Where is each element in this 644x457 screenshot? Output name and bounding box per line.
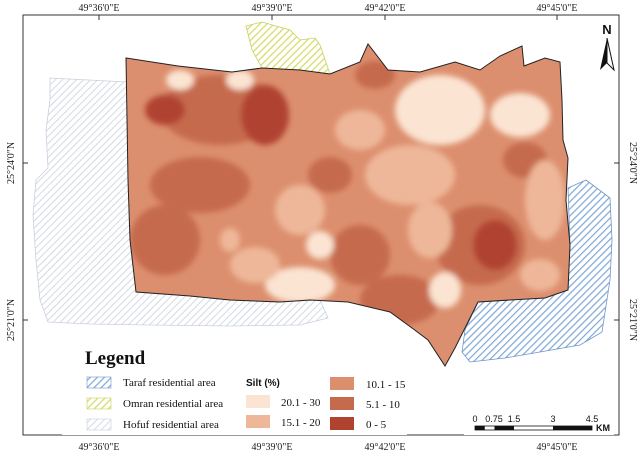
silt-class-swatch [330, 397, 354, 410]
taraf-legend-label: Taraf residential area [123, 377, 216, 389]
legend-title: Legend [85, 348, 146, 369]
silt-legend-title: Silt (%) [246, 378, 280, 389]
scale-tick-label: 0.75 [485, 414, 503, 424]
hofuf-legend-label: Hofuf residential area [123, 419, 219, 431]
north-label: N [602, 22, 611, 37]
right-lat-label: 25°21'0"N [627, 299, 638, 341]
scale-tick-label: 3 [550, 414, 555, 424]
top-lon-label: 49°42'0"E [365, 3, 406, 14]
bottom-lon-label: 49°36'0"E [79, 442, 120, 453]
silt-class-label: 0 - 5 [366, 419, 387, 431]
right-lat-label: 25°24'0"N [627, 142, 638, 184]
silt-class-swatch [246, 395, 270, 408]
silt-class-label: 20.1 - 30 [281, 397, 321, 409]
top-lon-label: 49°45'0"E [537, 3, 578, 14]
top-lon-label: 49°36'0"E [79, 3, 120, 14]
bottom-lon-label: 49°42'0"E [365, 442, 406, 453]
silt-class-swatch [246, 415, 270, 428]
silt-class-swatch [330, 377, 354, 390]
silt-class-label: 10.1 - 15 [366, 379, 406, 391]
scale-tick-label: 0 [472, 414, 477, 424]
taraf-legend-swatch [86, 376, 112, 389]
scale-unit: KM [596, 423, 610, 433]
left-lat-label: 25°24'0"N [6, 142, 17, 184]
legend: Legend Taraf residential area Omran resi… [62, 340, 407, 435]
omran-legend-swatch [86, 397, 112, 410]
omran-legend-label: Omran residential area [123, 398, 223, 410]
omran-residential-area [245, 21, 331, 75]
study-area-boundary [125, 43, 571, 367]
silt-class-swatch [330, 417, 354, 430]
north-arrow-icon [600, 38, 607, 70]
left-lat-label: 25°21'0"N [6, 299, 17, 341]
silt-class-label: 5.1 - 10 [366, 399, 400, 411]
silt-class-label: 15.1 - 20 [281, 417, 321, 429]
scale-tick-label: 1.5 [508, 414, 521, 424]
hofuf-legend-swatch [86, 418, 112, 431]
scale-tick-label: 4.5 [586, 414, 599, 424]
scale-bar: 0 0.75 1.5 3 4.5 KM [464, 411, 614, 435]
bottom-lon-label: 49°39'0"E [252, 442, 293, 453]
north-arrow: N [600, 22, 615, 72]
bottom-lon-label: 49°45'0"E [537, 442, 578, 453]
top-lon-label: 49°39'0"E [252, 3, 293, 14]
